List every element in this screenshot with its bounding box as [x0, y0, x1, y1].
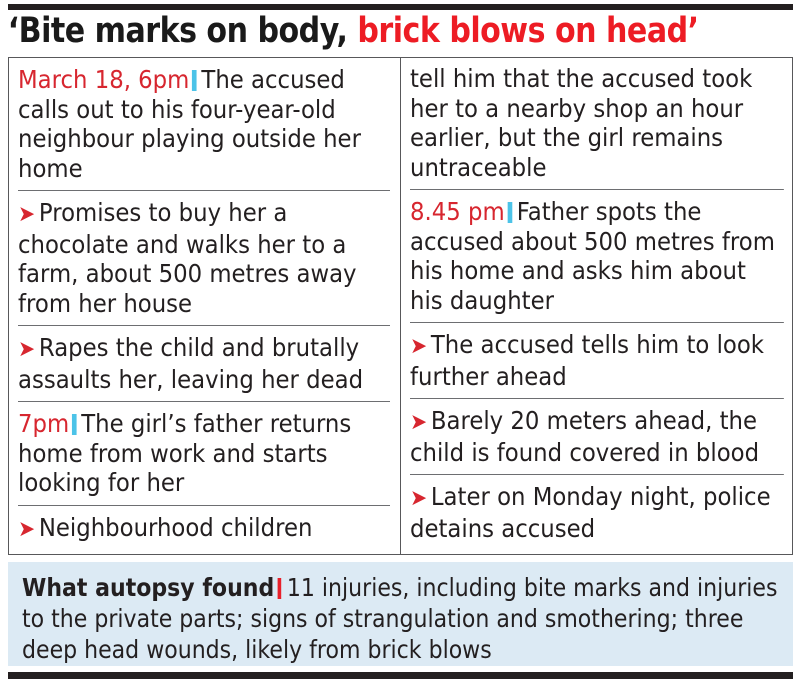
timeline-time-label: March 18, 6pm: [18, 65, 190, 94]
timeline-item-text: The accused tells him to look further ah…: [409, 330, 764, 391]
timeline-item-text: Rapes the child and brutally assaults he…: [18, 333, 364, 394]
timeline-item-text: The girl’s father returns home from work…: [18, 409, 352, 497]
timeline-item: ➤ Rapes the child and brutally assaults h…: [18, 326, 391, 402]
timeline-item: ➤ Neighbourhood children: [18, 506, 390, 552]
bullet-arrow-icon: ➤: [409, 486, 427, 511]
timeline-item-text: Later on Monday night, police detains ac…: [409, 482, 771, 543]
timeline-item: ➤ Promises to buy her a chocolate and wal…: [18, 191, 391, 326]
timeline-item: 8.45 pm Father spots the accused about 50…: [409, 190, 783, 323]
timeline-item-text: Promises to buy her a chocolate and walk…: [18, 198, 357, 318]
bottom-divider-rule: [8, 672, 793, 679]
headline-red-part: brick blows on head’: [357, 11, 699, 51]
timeline-item-text: Barely 20 meters ahead, the child is fou…: [409, 406, 759, 467]
cyan-separator-icon: [506, 202, 512, 223]
bullet-arrow-icon: ➤: [18, 516, 35, 542]
cyan-separator-icon: [192, 70, 197, 91]
infographic-container: ‘Bite marks on body, brick blows on head…: [0, 4, 801, 693]
timeline-item: ➤ Later on Monday night, police detains a…: [410, 475, 783, 550]
timeline-right-column: tell him that the accused took her to a …: [401, 58, 793, 554]
timeline-box: March 18, 6pm The accused calls out to hi…: [8, 57, 793, 555]
cyan-separator-icon: [71, 414, 77, 435]
autopsy-label: What autopsy found: [22, 573, 275, 602]
timeline-item: ➤ Barely 20 meters ahead, the child is fo…: [409, 399, 783, 475]
headline-dark-part: ‘Bite marks on body,: [7, 11, 348, 51]
timeline-item: ➤ The accused tells him to look further a…: [409, 323, 783, 399]
timeline-item: March 18, 6pm The accused calls out to hi…: [18, 58, 391, 191]
top-divider-rule: [8, 4, 793, 10]
timeline-time-label: 7pm: [18, 409, 70, 438]
bullet-arrow-icon: ➤: [18, 202, 35, 227]
timeline-item: 7pm The girl’s father returns home from w…: [18, 402, 391, 506]
bullet-arrow-icon: ➤: [409, 334, 427, 359]
timeline-item-text: The accused calls out to his four-year-o…: [18, 65, 361, 183]
timeline-item: tell him that the accused took her to a …: [409, 58, 783, 190]
bullet-arrow-icon: ➤: [18, 337, 35, 362]
timeline-left-column: March 18, 6pm The accused calls out to hi…: [9, 58, 401, 554]
timeline-item-text: Father spots the accused about 500 metre…: [409, 197, 775, 315]
page-title: ‘Bite marks on body, brick blows on head…: [6, 10, 699, 54]
red-separator-icon: [277, 578, 282, 599]
timeline-time-label: 8.45 pm: [409, 197, 505, 226]
timeline-item-text: tell him that the accused took her to a …: [409, 64, 752, 182]
autopsy-content: What autopsy found 11 injuries, including…: [22, 572, 778, 665]
bullet-arrow-icon: ➤: [409, 410, 427, 435]
autopsy-panel: What autopsy found 11 injuries, including…: [8, 562, 793, 666]
timeline-item-text: Neighbourhood children: [38, 512, 313, 542]
autopsy-text: 11 injuries, including bite marks and in…: [22, 573, 778, 664]
